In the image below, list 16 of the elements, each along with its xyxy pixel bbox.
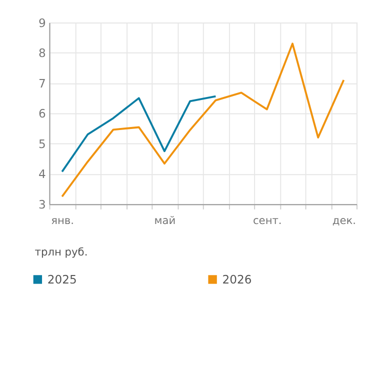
y-tick-label: 7 [38, 76, 46, 90]
line-series [61, 95, 217, 173]
legend-label: 2026 [222, 272, 252, 286]
x-tick-label: дек. [332, 214, 356, 227]
x-tick-label: янв. [51, 214, 74, 227]
y-tick-label: 6 [38, 106, 46, 121]
y-tick-label: 8 [38, 46, 46, 60]
y-tick-label: 9 [38, 16, 46, 30]
y-tick-label: 3 [38, 197, 46, 212]
y-tick-label: 5 [38, 136, 46, 151]
y-tick-label: 4 [38, 167, 46, 182]
x-tick-label: май [154, 214, 176, 227]
x-tick-label: сент. [252, 214, 282, 227]
y-axis-title: трлн руб. [34, 245, 88, 258]
line-series [61, 42, 345, 198]
legend-label: 2025 [47, 272, 77, 286]
